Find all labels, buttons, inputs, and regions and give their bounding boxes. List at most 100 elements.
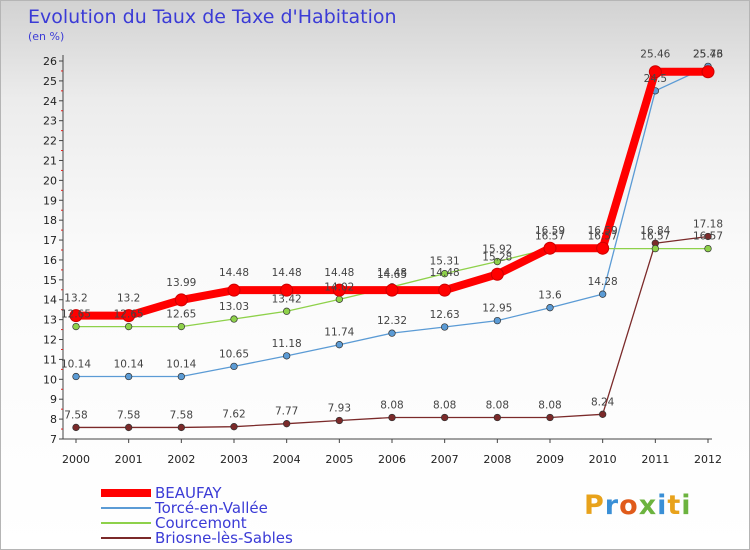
data-label: 16.57 (640, 231, 670, 243)
data-label: 8.08 (538, 400, 561, 412)
data-point (385, 283, 399, 297)
data-label: 14.02 (324, 281, 354, 293)
data-label: 16.57 (535, 231, 565, 243)
data-label: 8.08 (433, 400, 456, 412)
x-tick-label: 2010 (589, 453, 617, 466)
data-label: 10.14 (61, 359, 91, 371)
y-tick-label: 18 (43, 214, 57, 227)
data-label: 24.5 (644, 73, 667, 85)
proxiti-logo: Proxiti (584, 490, 692, 521)
y-tick-label: 19 (43, 194, 57, 207)
x-tick-label: 2011 (641, 453, 669, 466)
data-label: 14.65 (377, 269, 407, 281)
data-point (230, 362, 238, 371)
chart-subtitle: (en %) (28, 30, 65, 43)
data-label: 25.46 (693, 49, 723, 61)
data-point (122, 309, 136, 323)
data-label: 15.28 (482, 251, 512, 263)
y-tick-label: 26 (43, 55, 57, 68)
data-point (335, 341, 343, 349)
data-label: 8.24 (591, 396, 615, 408)
data-point (701, 65, 715, 79)
data-point (546, 413, 554, 422)
data-point (227, 283, 241, 297)
data-label: 12.65 (114, 309, 144, 321)
y-tick-label: 12 (43, 334, 57, 347)
y-tick-label: 22 (43, 135, 57, 148)
logo-letter: t (667, 490, 682, 521)
data-label: 14.48 (272, 267, 302, 279)
data-point (388, 413, 396, 422)
data-label: 7.93 (328, 402, 351, 414)
data-label: 13.2 (64, 293, 87, 305)
x-tick-label: 2004 (273, 453, 301, 466)
data-label: 13.2 (117, 293, 140, 305)
data-label: 8.08 (486, 400, 509, 412)
data-point (280, 283, 294, 297)
x-tick-label: 2008 (483, 453, 511, 466)
x-tick-label: 2009 (536, 453, 564, 466)
data-label: 10.14 (114, 359, 144, 371)
data-point (441, 270, 449, 278)
data-label: 7.58 (170, 409, 193, 421)
data-label: 14.48 (377, 267, 407, 279)
data-label: 11.74 (324, 327, 354, 339)
data-point (335, 416, 343, 425)
data-point (651, 244, 659, 253)
data-point (335, 295, 343, 303)
data-label: 7.58 (117, 409, 140, 421)
data-point (441, 323, 449, 331)
logo-letter: x (638, 490, 658, 521)
data-point (493, 257, 501, 266)
data-point (72, 372, 80, 381)
y-tick-label: 11 (43, 353, 57, 366)
data-point (230, 423, 238, 431)
data-label: 11.18 (272, 338, 302, 350)
x-tick-label: 2012 (694, 453, 722, 466)
data-point (125, 423, 133, 432)
data-label: 14.28 (588, 276, 618, 288)
data-label: 14.48 (430, 267, 460, 279)
data-label: 17.18 (693, 218, 723, 230)
data-label: 12.95 (482, 303, 512, 315)
data-point (177, 423, 185, 432)
data-label: 8.08 (380, 400, 403, 412)
legend-label: Courcemont (155, 514, 247, 532)
data-point (177, 372, 185, 381)
data-label: 13.99 (166, 277, 196, 289)
x-tick-label: 2002 (167, 453, 195, 466)
y-tick-label: 10 (43, 373, 57, 386)
legend-label: BEAUFAY (155, 484, 222, 502)
data-point (283, 352, 291, 360)
data-label: 16.84 (640, 225, 670, 237)
data-point (125, 372, 133, 381)
logo-letter: r (604, 490, 620, 521)
data-label: 7.58 (64, 409, 87, 421)
data-point (125, 322, 133, 331)
data-label: 7.77 (275, 406, 298, 418)
y-tick-label: 23 (43, 115, 57, 128)
data-label: 15.31 (430, 256, 460, 268)
data-label: 12.65 (61, 309, 91, 321)
data-label: 10.14 (166, 359, 196, 371)
data-label: 25.46 (640, 49, 670, 61)
y-tick-label: 13 (43, 314, 57, 327)
data-point (546, 304, 554, 312)
x-tick-label: 2003 (220, 453, 248, 466)
data-label: 14.48 (324, 267, 354, 279)
data-label: 7.62 (222, 409, 245, 421)
y-tick-label: 20 (43, 174, 57, 187)
x-tick-label: 2006 (378, 453, 406, 466)
data-point (596, 241, 610, 255)
data-point (283, 307, 291, 315)
data-point (493, 413, 501, 422)
data-point (177, 322, 185, 331)
x-tick-label: 2007 (431, 453, 459, 466)
data-point (648, 65, 662, 79)
y-tick-label: 8 (50, 413, 57, 426)
data-point (441, 413, 449, 422)
x-tick-label: 2000 (62, 453, 90, 466)
chart-title: Evolution du Taux de Taxe d'Habitation (28, 6, 397, 28)
